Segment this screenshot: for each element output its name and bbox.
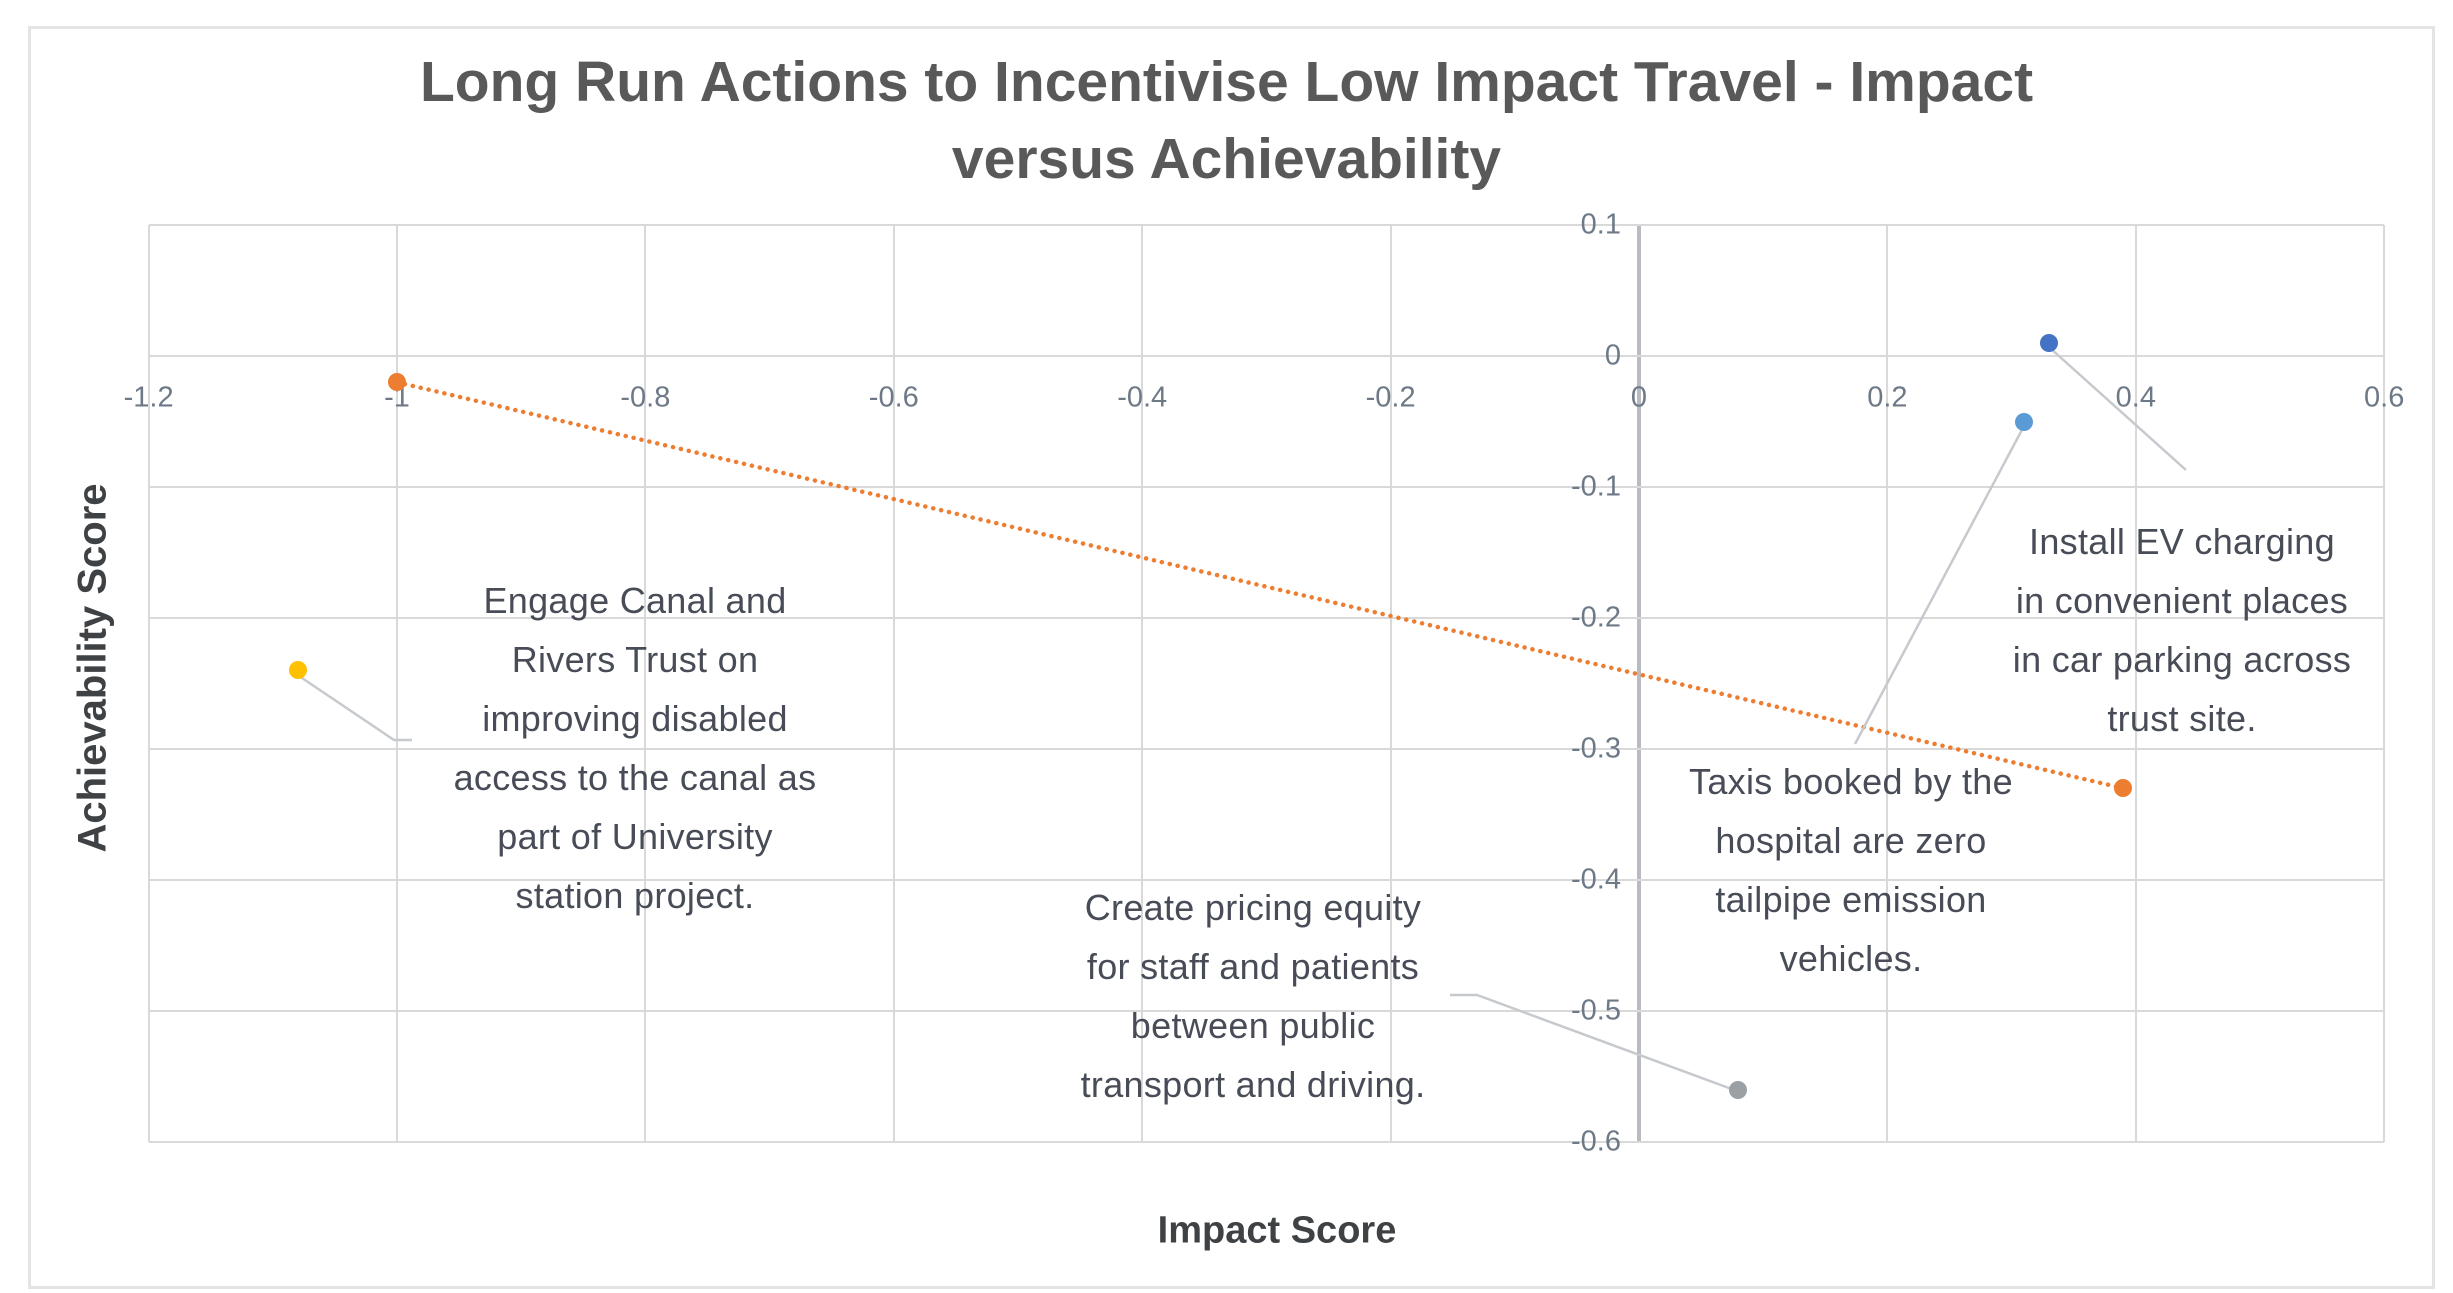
blue-light-series-point (2015, 412, 2034, 431)
y-axis-tick-label: -0.5 (1571, 994, 1621, 1027)
y-axis-tick-label: -0.6 (1571, 1125, 1621, 1158)
y-axis-tick-label: -0.2 (1571, 601, 1621, 634)
vertical-gridline (147, 225, 150, 1142)
horizontal-gridline (148, 486, 2385, 488)
orange-series-point (388, 373, 406, 392)
taxis-label-leader-line (1853, 425, 2026, 745)
y-axis-tick-label: -0.4 (1571, 863, 1621, 896)
x-axis-tick-label: 0.6 (2364, 381, 2405, 414)
horizontal-gridline (148, 748, 2385, 750)
y-axis-title: Achievability Score (70, 483, 115, 853)
y-zero-gridline (148, 355, 2385, 357)
x-axis-title: Impact Score (1157, 1209, 1397, 1252)
vertical-gridline (892, 225, 895, 1142)
gray-series-point (1729, 1080, 1748, 1099)
blue-dark-series-point (2039, 333, 2058, 352)
install-ev-label: Install EV charging in convenient places… (2012, 520, 2352, 739)
x-axis-tick-label: -0.8 (620, 381, 671, 414)
vertical-gridline (1389, 225, 1392, 1142)
x-axis-tick-label: -1.2 (123, 381, 174, 414)
install-ev-label-leader-line (2049, 347, 2187, 471)
y-axis-tick-label: 0 (1604, 339, 1621, 372)
orange-series-point (2114, 779, 2133, 798)
vertical-gridline (396, 225, 398, 1142)
taxis-label: Taxis booked by the hospital are zero ta… (1689, 760, 2013, 979)
x-zero-axis-line (1637, 225, 1641, 1142)
engage-canal-label: Engage Canal and Rivers Trust on improvi… (453, 579, 817, 916)
x-axis-tick-label: 0 (1630, 381, 1648, 414)
horizontal-gridline (148, 224, 2385, 226)
y-axis-tick-label: -0.3 (1571, 732, 1621, 765)
horizontal-gridline (148, 1141, 2385, 1143)
chart-outer-frame (28, 26, 2435, 1289)
y-axis-tick-label: -0.1 (1571, 470, 1621, 503)
vertical-gridline (2383, 225, 2386, 1142)
horizontal-gridline (148, 617, 2385, 619)
vertical-gridline (2134, 225, 2137, 1142)
pricing-equity-label: Create pricing equity for staff and pati… (1080, 886, 1426, 1105)
chart-title: Long Run Actions to Incentivise Low Impa… (0, 44, 2453, 198)
pricing-equity-label-leader-line (1450, 993, 1738, 1093)
chart-title-line-2: versus Achievability (951, 127, 1502, 191)
x-axis-tick-label: -0.2 (1365, 381, 1416, 414)
engage-canal-label-leader-line (298, 674, 412, 742)
x-axis-tick-label: -0.6 (868, 381, 919, 414)
yellow-series-point (288, 661, 307, 680)
chart-title-line-1: Long Run Actions to Incentivise Low Impa… (419, 50, 2034, 114)
vertical-gridline (1141, 225, 1144, 1142)
x-axis-tick-label: -0.4 (1117, 381, 1168, 414)
x-axis-tick-label: 0.2 (1867, 381, 1908, 414)
vertical-gridline (644, 225, 647, 1142)
horizontal-gridline (148, 879, 2385, 881)
y-axis-tick-label: 0.1 (1580, 208, 1621, 241)
horizontal-gridline (148, 1010, 2385, 1012)
x-axis-tick-label: 0.4 (2115, 381, 2156, 414)
